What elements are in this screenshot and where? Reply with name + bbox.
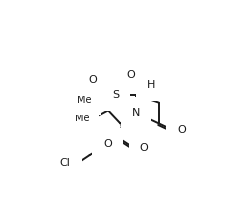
Text: Me: Me xyxy=(76,95,91,105)
Text: O: O xyxy=(88,75,97,85)
Text: Cl: Cl xyxy=(59,158,70,168)
Text: N: N xyxy=(131,108,140,118)
Text: H: H xyxy=(146,80,154,90)
Text: Me: Me xyxy=(75,113,89,123)
Text: O: O xyxy=(139,143,148,153)
Text: O: O xyxy=(103,139,111,149)
Text: O: O xyxy=(177,125,185,135)
Text: O: O xyxy=(126,70,135,80)
Text: S: S xyxy=(112,90,119,100)
